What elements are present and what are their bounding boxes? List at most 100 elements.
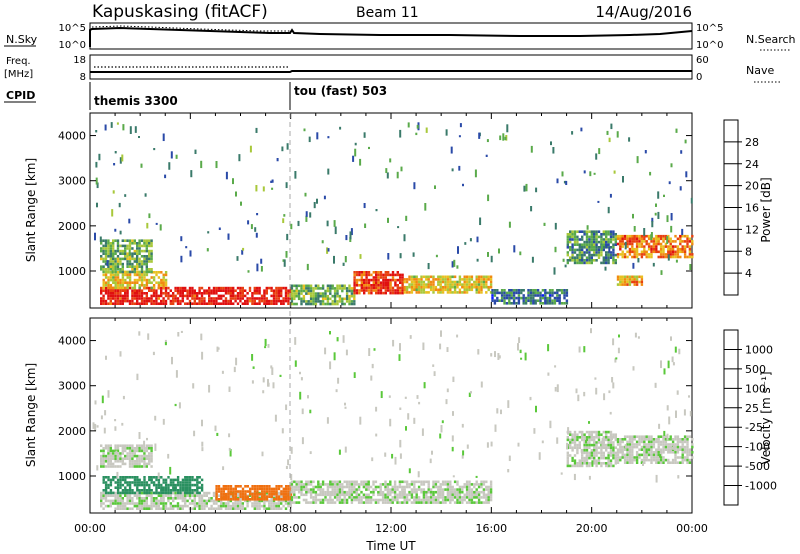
power-cell [336,287,339,290]
vel-cell [451,498,454,502]
power-cell [638,280,641,284]
vel-cell [369,498,373,502]
vel-cell [176,483,180,487]
vel-cell [475,493,478,497]
vel-cell [321,483,325,486]
power-cell [112,294,115,298]
power-cell [444,285,447,289]
vel-cell [157,499,160,503]
power-cell [377,281,380,284]
power-cell [377,271,380,274]
power-cell [453,283,457,286]
power-cell [174,289,177,292]
vel-cell [571,456,574,460]
power-cell [220,302,223,305]
power-cell [258,297,261,300]
vel-cell [487,501,490,504]
power-cell [284,297,288,300]
power-cell [277,299,280,303]
power-cell [119,278,122,282]
power-echo [185,246,188,249]
vel-cell [461,498,464,502]
power-cell [244,289,247,292]
vel-cell [148,494,151,497]
vel-cell [468,498,471,502]
power-echo [350,228,353,236]
power-cell [372,289,375,292]
power-cell [198,289,201,292]
vel-cell [143,462,146,466]
power-cell [389,289,392,292]
power-ytick-label: 3000 [58,175,86,188]
power-cell [109,276,113,279]
power-cell [664,255,668,259]
vel-cell [128,457,132,460]
vel-cell [446,480,450,484]
vel-cell [679,445,682,449]
vel-cell [458,493,462,497]
power-cell [102,244,105,248]
vel-cell [234,504,237,508]
vel-cell [109,502,112,505]
power-cell [585,235,589,239]
vel-cell [237,490,240,493]
power-echo [104,124,107,131]
vel-cell [441,496,445,499]
vel-cell [389,483,392,486]
vel-cell [234,502,237,505]
vel-cell [114,481,117,484]
power-cell [647,255,651,259]
power-cell [143,260,146,263]
vel-cell [676,443,680,446]
vel-cell [138,465,141,468]
vel-cell [657,440,660,444]
vel-cell [107,494,110,497]
vel-cell [128,483,132,487]
power-cell [475,288,478,292]
vel-cell [138,489,141,492]
vel-cell [369,485,373,489]
power-echo [565,180,568,186]
vel-cell [212,499,216,503]
power-cell [191,289,194,292]
power-echo [215,161,218,169]
vel-echo [601,440,604,448]
power-cell [353,297,356,301]
vel-cell [374,488,378,491]
power-cell [465,278,469,281]
power-cell [100,297,103,300]
power-cell [353,291,356,295]
vel-cell [657,443,660,446]
vel-cell [597,446,601,449]
power-cell [664,253,668,256]
vel-cell [331,498,334,502]
vel-cell [244,492,247,496]
power-cell [477,285,481,289]
vel-cell [131,476,134,479]
vel-echo [162,418,165,425]
power-cell [566,261,569,265]
power-cell [150,260,153,263]
power-cell [284,289,288,292]
vel-cell [121,491,125,495]
power-cell [616,234,620,238]
vel-cell [640,458,644,462]
power-cell [375,286,378,290]
power-colorbar-tick-label: 4 [745,267,752,280]
vel-cell [607,446,610,449]
vel-cell [640,438,644,441]
power-cell [212,286,216,290]
power-cell [124,244,127,248]
power-cell [138,249,141,253]
vel-cell [174,497,177,500]
power-cell [432,275,435,279]
vel-cell [451,485,454,489]
power-cell [143,262,146,266]
power-cell [124,257,127,261]
power-cell [413,280,416,284]
power-cell [593,248,596,252]
vel-cell [470,501,474,504]
vel-cell [384,493,387,497]
vel-cell [331,483,334,486]
vel-cell [667,451,670,454]
